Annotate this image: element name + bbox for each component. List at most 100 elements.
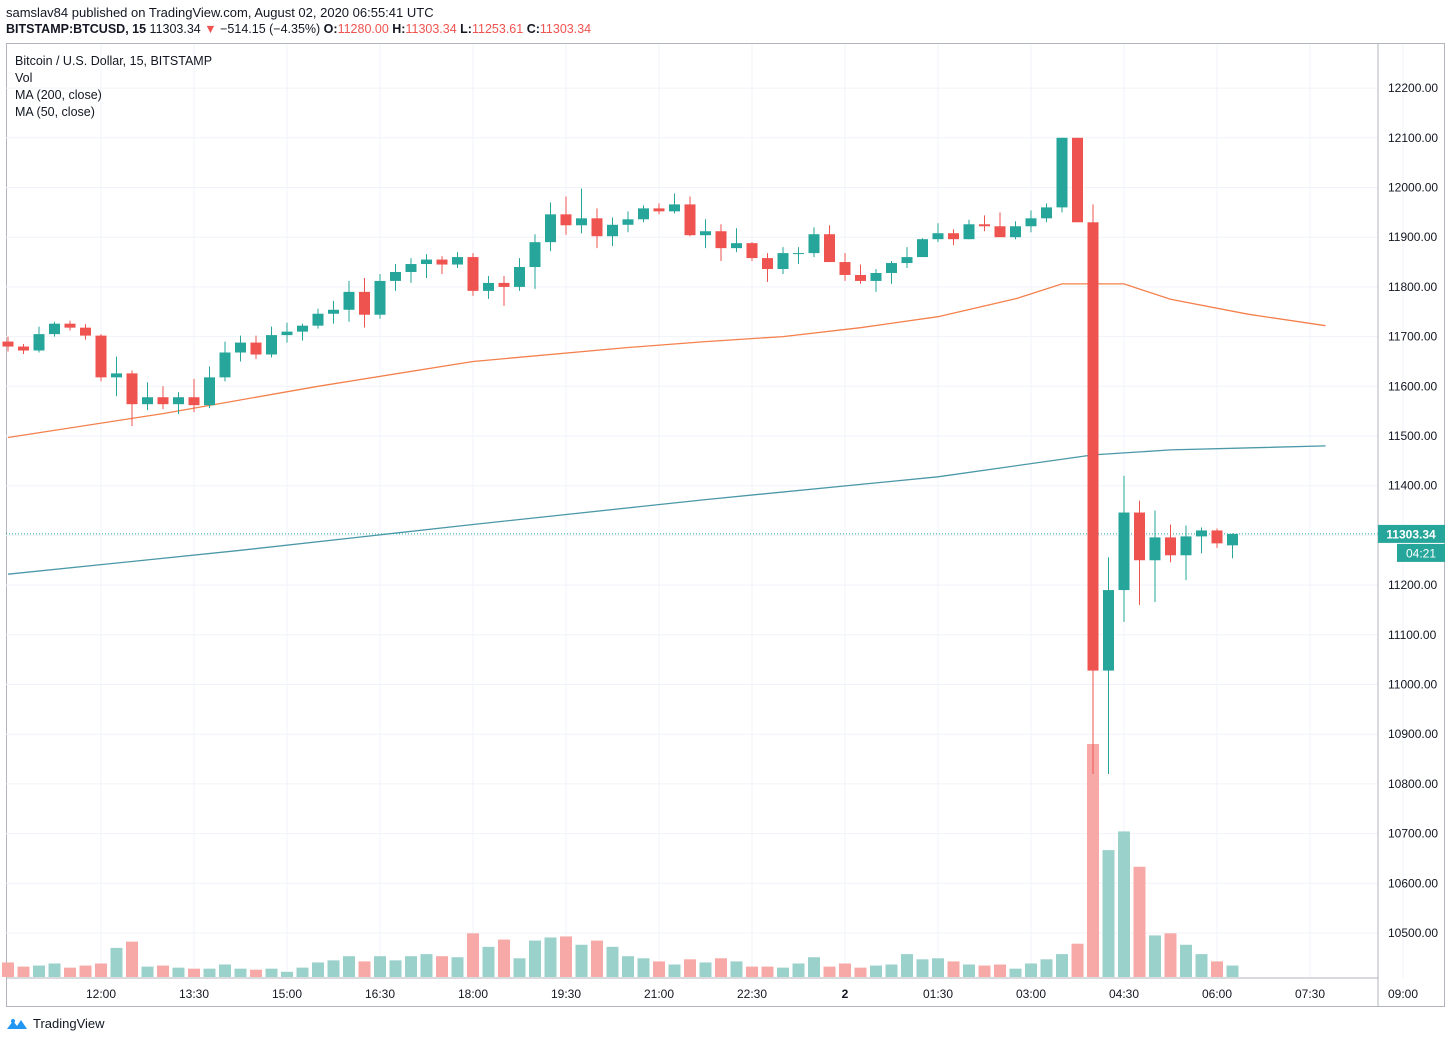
price-tick-label: 10800.00	[1388, 777, 1438, 791]
volume-bar	[234, 968, 247, 977]
price-tick-label: 11000.00	[1388, 678, 1437, 692]
candle	[994, 226, 1006, 238]
close-label: C:	[526, 22, 540, 36]
candle	[917, 239, 928, 258]
candle	[777, 253, 789, 270]
volume-bar	[110, 947, 123, 977]
candle	[157, 397, 169, 405]
candle	[343, 291, 355, 310]
down-arrow-icon: ▼	[204, 22, 217, 36]
volume-bar	[1180, 944, 1192, 977]
candle	[142, 397, 153, 405]
volume-bar	[374, 956, 386, 977]
footer-brand[interactable]: TradingView	[33, 1016, 105, 1031]
volume-bar	[250, 969, 262, 977]
time-tick-label: 09:00	[1388, 987, 1418, 1001]
volume-bar	[1009, 968, 1022, 977]
candle	[932, 233, 944, 240]
time-tick-label: 07:30	[1295, 987, 1325, 1001]
price-tick-label: 11500.00	[1388, 429, 1437, 443]
candle	[963, 224, 975, 240]
volume-bar	[172, 967, 185, 977]
volume-bar	[978, 965, 991, 977]
candle	[684, 204, 696, 236]
candle	[870, 272, 882, 281]
time-tick-label: 19:30	[551, 987, 581, 1001]
candle	[483, 282, 494, 291]
volume-bar	[79, 965, 92, 977]
candle	[855, 274, 866, 281]
volume-bar	[901, 954, 913, 977]
publish-info: samslav84 published on TradingView.com, …	[6, 5, 434, 20]
volume-bar	[653, 961, 665, 977]
volume-bar	[64, 967, 76, 977]
price-tick-label: 10900.00	[1388, 727, 1438, 741]
legend-ma50[interactable]: MA (50, close)	[15, 105, 95, 119]
price-tick-label: 11800.00	[1388, 280, 1437, 294]
legend-ma200[interactable]: MA (200, close)	[15, 88, 102, 102]
candle	[374, 280, 386, 315]
price-tick-label: 11700.00	[1388, 330, 1437, 344]
ma200-line	[7, 445, 1326, 575]
volume-bar	[777, 967, 789, 977]
volume-bar	[963, 964, 975, 977]
volume-bar	[1040, 959, 1053, 977]
candle	[762, 258, 773, 270]
volume-bar	[1211, 961, 1223, 977]
open-value: 11280.00	[337, 22, 389, 36]
volume-bar	[1056, 954, 1068, 977]
candle	[266, 335, 277, 355]
candle	[1072, 137, 1083, 223]
volume-bar	[529, 940, 541, 977]
volume-bar	[684, 959, 696, 977]
volume-bar	[17, 966, 30, 977]
candle	[111, 373, 122, 378]
legend-vol[interactable]: Vol	[15, 71, 33, 85]
candle	[591, 218, 603, 237]
volume-bar	[513, 958, 526, 977]
time-tick-label: 13:30	[179, 987, 209, 1001]
candle	[700, 231, 711, 236]
volume-bar	[1133, 866, 1146, 977]
candle	[1165, 537, 1176, 556]
candle	[746, 243, 758, 259]
candle	[638, 208, 649, 220]
candle	[1211, 530, 1223, 544]
symbol-name: BITSTAMP:BTCUSD, 15	[6, 22, 147, 36]
volume-bar	[715, 958, 727, 977]
volume-bar	[916, 959, 929, 977]
volume-bar	[870, 965, 882, 977]
volume-bar	[33, 965, 45, 977]
candle	[979, 224, 990, 227]
volume-bar	[1102, 850, 1115, 977]
time-tick-label: 03:00	[1016, 987, 1046, 1001]
candle	[576, 218, 587, 226]
price-tick-label: 11100.00	[1388, 628, 1437, 642]
price-change: −514.15 (−4.35%)	[220, 22, 321, 36]
legend-title[interactable]: Bitcoin / U.S. Dollar, 15, BITSTAMP	[15, 54, 213, 68]
volume-bar	[312, 962, 324, 977]
candle	[1010, 226, 1021, 238]
volume-bar	[95, 963, 107, 977]
volume-bar	[467, 933, 479, 977]
price-tick-label: 12200.00	[1388, 81, 1438, 95]
candle	[33, 334, 45, 351]
volume-bar	[544, 937, 557, 977]
high-value: 11303.34	[405, 22, 457, 36]
time-tick-label: 06:00	[1202, 987, 1232, 1001]
candle	[839, 262, 851, 275]
candle	[1041, 207, 1052, 219]
ma50-line	[7, 283, 1326, 439]
volume-bar	[2, 962, 14, 977]
volume-bar	[482, 946, 495, 977]
candle	[731, 243, 742, 249]
volume-bar	[219, 964, 231, 977]
volume-bar	[1226, 965, 1239, 977]
price-tick-label: 10500.00	[1388, 926, 1438, 940]
volume-bar	[560, 936, 572, 977]
candle	[948, 233, 959, 240]
candle	[359, 291, 370, 315]
candle	[1180, 536, 1192, 556]
volume-bar	[1149, 935, 1161, 977]
